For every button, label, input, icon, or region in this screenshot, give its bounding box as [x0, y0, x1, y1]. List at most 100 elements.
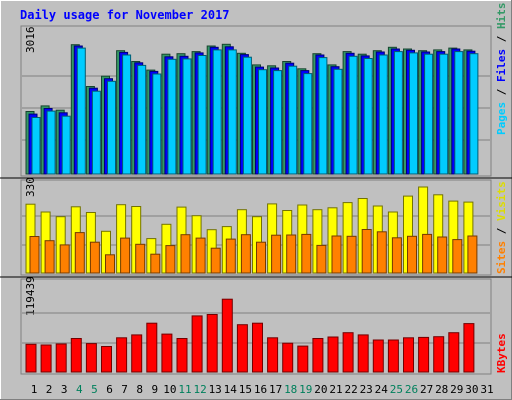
x-label-day-18: 18: [284, 383, 297, 396]
bar-sites-day-20: [316, 244, 327, 274]
bar-sites-day-25: [391, 237, 402, 274]
legend-hits: Hits: [495, 3, 508, 30]
x-label-day-24: 24: [375, 383, 389, 396]
bar-sites-day-10: [165, 245, 176, 274]
x-label-day-16: 16: [254, 383, 267, 396]
bar-kbytes-day-21: [327, 336, 339, 373]
legend-visits: Visits: [495, 181, 508, 221]
bar-pages-day-20: [318, 57, 328, 175]
bar-sites-day-9: [150, 253, 161, 274]
bar-sites-day-19: [301, 233, 312, 274]
bar-pages-day-23: [363, 58, 373, 175]
x-label-day-5: 5: [91, 383, 98, 396]
x-label-day-14: 14: [224, 383, 238, 396]
bar-pages-day-24: [378, 54, 388, 175]
bar-pages-day-29: [454, 51, 464, 175]
bar-kbytes-day-2: [40, 344, 52, 373]
bar-sites-day-22: [346, 235, 357, 274]
bar-kbytes-day-13: [206, 314, 218, 373]
legend-pages: Pages: [495, 102, 508, 135]
bar-pages-day-7: [122, 54, 132, 175]
bar-sites-day-27: [422, 233, 433, 274]
x-label-day-2: 2: [46, 383, 53, 396]
bar-kbytes-day-18: [282, 342, 294, 373]
ymax-label-visits: 330: [24, 177, 37, 197]
bar-kbytes-day-5: [85, 343, 97, 373]
bar-kbytes-day-25: [387, 339, 399, 373]
bar-sites-day-1: [29, 236, 40, 274]
legend-hits-panel: Pages / Files / Hits: [495, 3, 508, 136]
bar-kbytes-day-22: [342, 332, 354, 373]
bar-pages-day-27: [424, 53, 434, 175]
bar-sites-day-8: [135, 243, 146, 274]
ymax-label-hits: 3016: [24, 27, 37, 54]
legend-kbytes-panel: KBytes: [495, 333, 508, 373]
bar-pages-day-19: [303, 73, 313, 175]
bar-sites-day-13: [210, 247, 221, 274]
bar-kbytes-day-6: [101, 346, 112, 373]
bar-sites-day-16: [256, 241, 266, 274]
bar-pages-day-11: [182, 58, 192, 175]
bar-kbytes-day-1: [25, 343, 37, 373]
chart-title: Daily usage for November 2017: [20, 8, 230, 22]
bar-kbytes-day-30: [463, 323, 475, 373]
bar-kbytes-day-28: [433, 336, 445, 373]
bar-pages-day-4: [76, 47, 86, 175]
bar-kbytes-day-29: [448, 332, 460, 373]
x-label-day-17: 17: [269, 383, 282, 396]
bar-kbytes-day-11: [176, 338, 188, 373]
bar-kbytes-day-9: [146, 322, 158, 373]
bar-pages-day-2: [46, 110, 56, 175]
x-label-day-29: 29: [450, 383, 463, 396]
x-label-day-7: 7: [121, 383, 128, 396]
bar-pages-day-28: [439, 53, 449, 175]
x-label-day-20: 20: [314, 383, 327, 396]
bar-pages-day-17: [273, 70, 283, 175]
bar-pages-day-12: [197, 55, 207, 175]
bar-sites-day-12: [195, 237, 206, 274]
bar-sites-day-29: [452, 239, 463, 274]
bar-pages-day-10: [167, 58, 177, 175]
x-label-day-31: 31: [480, 383, 493, 396]
legend-sites: Sites: [495, 241, 508, 274]
bar-pages-day-6: [107, 80, 116, 175]
legend-visits-panel: Sites / Visits: [495, 181, 508, 274]
bars: [25, 43, 479, 373]
bar-kbytes-day-14: [221, 298, 233, 373]
bar-sites-day-7: [120, 237, 131, 274]
bar-sites-day-23: [361, 229, 372, 274]
bar-kbytes-day-7: [116, 337, 128, 373]
bar-pages-day-1: [31, 117, 41, 175]
bar-kbytes-day-23: [357, 334, 369, 373]
x-label-day-25: 25: [390, 383, 403, 396]
bar-kbytes-day-19: [297, 345, 309, 373]
bar-sites-day-26: [407, 235, 417, 274]
bar-pages-day-5: [91, 90, 101, 175]
bar-sites-day-4: [74, 232, 85, 274]
x-label-day-8: 8: [136, 383, 143, 396]
bar-kbytes-day-20: [312, 338, 324, 373]
bar-kbytes-day-3: [55, 343, 67, 373]
bar-pages-day-15: [242, 56, 252, 175]
bar-pages-day-13: [212, 49, 222, 175]
bar-kbytes-day-16: [252, 322, 263, 373]
bar-pages-day-16: [258, 69, 267, 175]
bar-kbytes-day-17: [267, 337, 279, 373]
x-label-day-13: 13: [209, 383, 222, 396]
bar-pages-day-30: [469, 53, 479, 175]
x-axis-labels: 1 2 3 4 5 6 7 8 9 10 11 12 13 14 15 16 17 18 19 20 21 22 23 24 2…: [31, 383, 494, 396]
bar-kbytes-day-10: [161, 333, 173, 373]
x-label-day-6: 6: [106, 383, 113, 396]
bar-sites-day-30: [467, 235, 478, 274]
x-label-day-11: 11: [178, 383, 191, 396]
x-label-day-9: 9: [151, 383, 158, 396]
bar-pages-day-25: [393, 51, 403, 175]
bar-sites-day-2: [44, 240, 55, 274]
bar-pages-day-22: [348, 55, 358, 175]
x-label-day-3: 3: [61, 383, 68, 396]
x-label-day-21: 21: [329, 383, 342, 396]
legend-kbytes: KBytes: [495, 333, 508, 373]
bar-sites-day-11: [180, 234, 191, 274]
x-label-day-28: 28: [435, 383, 448, 396]
